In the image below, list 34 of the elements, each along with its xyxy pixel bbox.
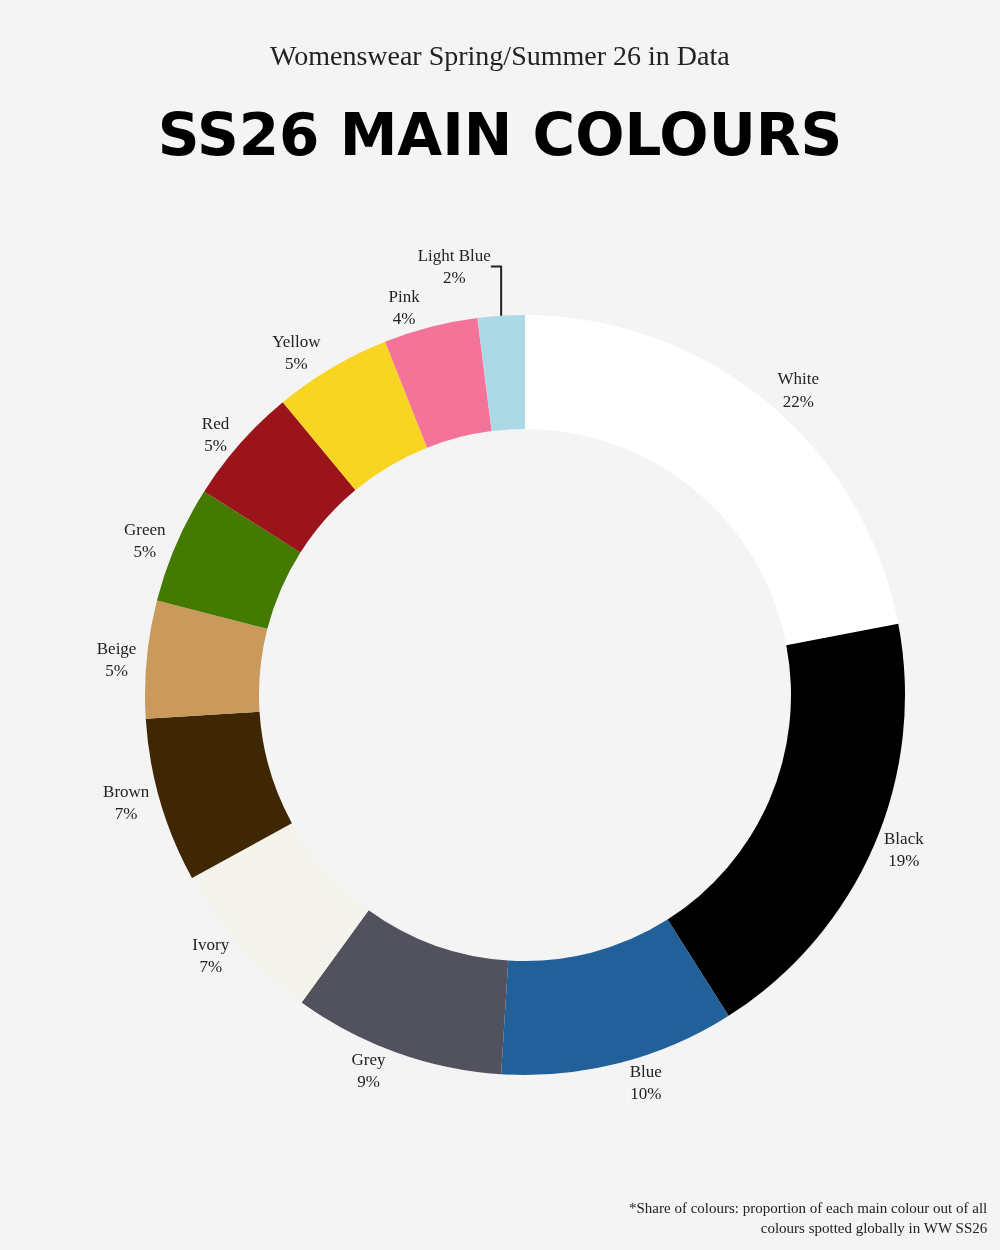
slice-label: Brown: [103, 782, 150, 802]
slice-label: Light Blue: [417, 246, 491, 266]
slice-label: Beige: [96, 638, 137, 658]
data-label: 5%: [133, 542, 157, 562]
slice-label: Ivory: [192, 934, 230, 954]
donut-slice: [204, 402, 356, 553]
text: *Share of colours: proportion of each main colour out of all colours spotted globally in WW SS26: [629, 1200, 988, 1236]
donut-slice: [301, 910, 509, 1075]
slice-label: Black: [884, 828, 925, 848]
slice-label: White: [777, 369, 820, 389]
donut-slice: [501, 919, 729, 1075]
donut-slice: [145, 600, 268, 719]
chart-subtitle: Womenswear Spring/Summer 26 in Data: [270, 40, 731, 71]
slice-label: Green: [123, 520, 166, 540]
data-label: 5%: [204, 436, 227, 456]
donut-slice: [477, 315, 525, 432]
data-label: 2%: [442, 268, 466, 288]
data-label: 5%: [285, 354, 308, 374]
slice-label: Yellow: [272, 332, 322, 352]
data-label: 22%: [782, 391, 814, 411]
data-label: 5%: [105, 660, 128, 680]
data-label: 7%: [114, 804, 138, 824]
data-label: 19%: [888, 850, 920, 870]
chart-title: SS26 MAIN COLOURS: [157, 101, 843, 170]
slice-label: Pink: [388, 287, 421, 307]
slice-label: Red: [201, 414, 230, 434]
data-label: 7%: [199, 956, 223, 976]
donut-slice: [192, 823, 369, 1003]
data-label: 4%: [392, 309, 416, 329]
data-label: 9%: [357, 1072, 380, 1092]
donut-slice: [525, 315, 899, 646]
data-label: 10%: [630, 1083, 662, 1103]
slice-label: Blue: [629, 1061, 662, 1081]
slice-label: Grey: [351, 1050, 386, 1070]
